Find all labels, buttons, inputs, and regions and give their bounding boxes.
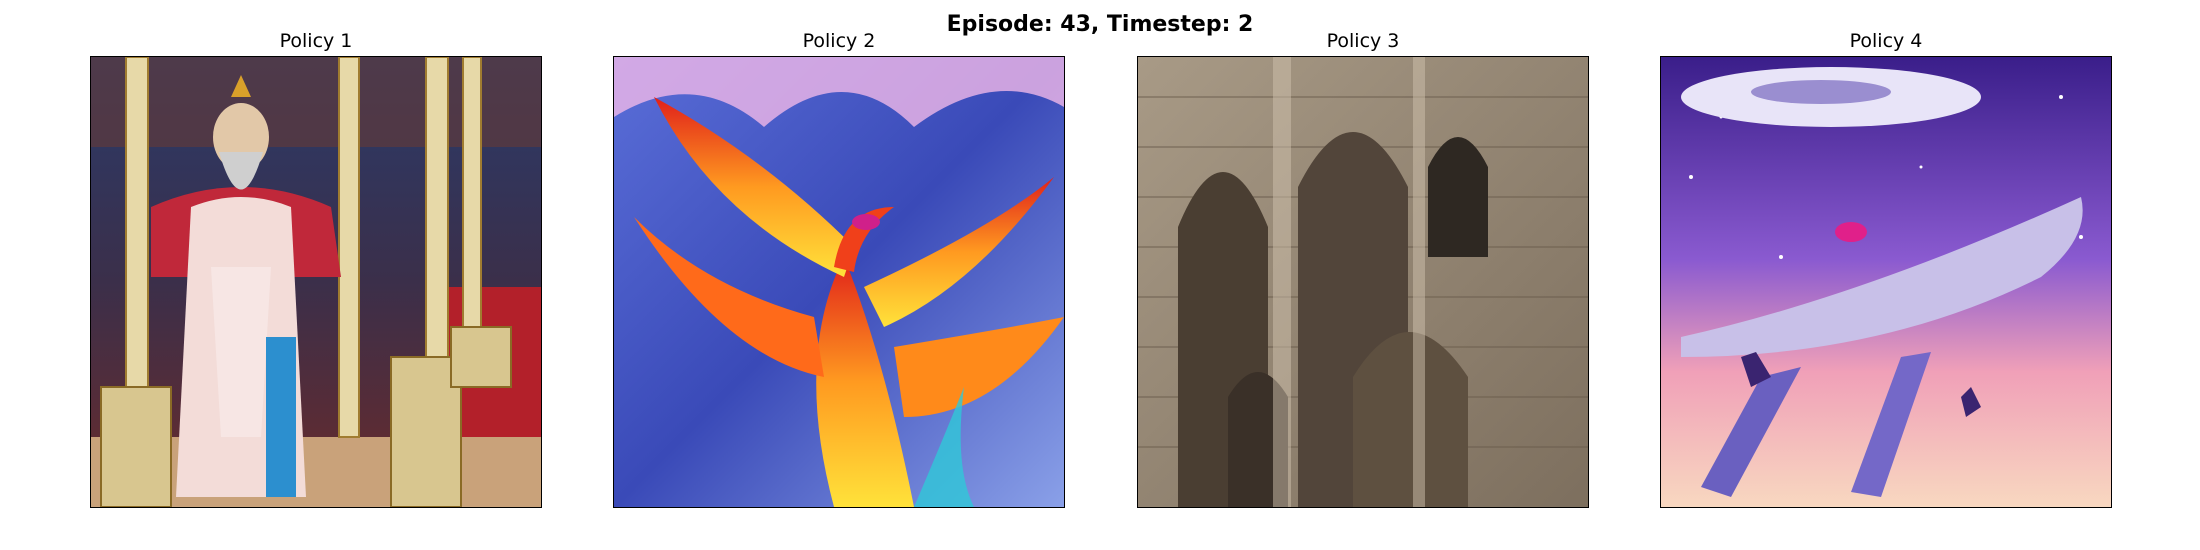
space-ships-illustration — [1661, 57, 2111, 507]
panel-title-policy-2: Policy 2 — [802, 30, 876, 52]
policy-3-image — [1137, 56, 1589, 508]
policy-1-image — [90, 56, 542, 508]
policy-4-image — [1660, 56, 2112, 508]
figure-title: Episode: 43, Timestep: 2 — [946, 12, 1254, 37]
panel-title-policy-3: Policy 3 — [1326, 30, 1400, 52]
panel-title-policy-1: Policy 1 — [279, 30, 353, 52]
phoenix-illustration — [614, 57, 1064, 507]
gothic-arches-illustration — [1138, 57, 1588, 507]
policy-2-image — [613, 56, 1065, 508]
tapestry-king-illustration — [91, 57, 541, 507]
panel-title-policy-4: Policy 4 — [1849, 30, 1923, 52]
